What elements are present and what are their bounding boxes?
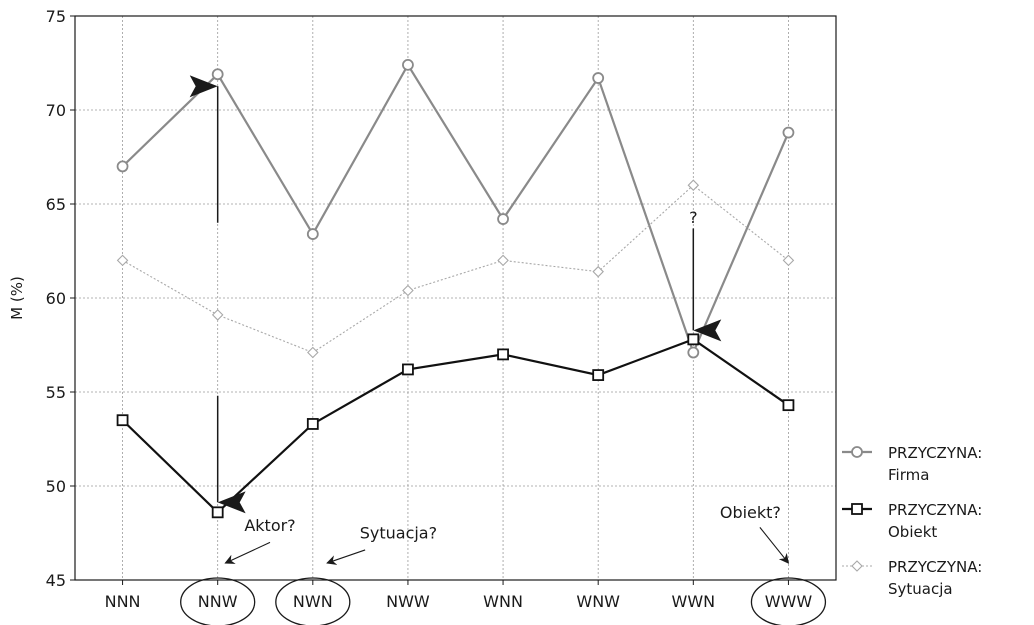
legend-marker xyxy=(851,446,863,458)
category-circle xyxy=(275,577,351,625)
y-tick-label: 60 xyxy=(46,289,66,308)
data-point xyxy=(592,265,604,278)
y-tick-label: 55 xyxy=(46,383,66,402)
annotation-label: Aktor? xyxy=(244,516,295,535)
annotation-arrow xyxy=(224,541,271,564)
legend-label: PRZYCZYNA: xyxy=(888,501,982,519)
legend: PRZYCZYNA:FirmaPRZYCZYNA:ObiektPRZYCZYNA… xyxy=(842,444,982,598)
data-point xyxy=(116,160,129,173)
y-axis-label: M (%) xyxy=(8,276,26,320)
annotation-label: Sytuacja? xyxy=(360,524,437,543)
y-tick-label: 50 xyxy=(46,477,66,496)
data-point xyxy=(306,228,319,240)
legend-label: Firma xyxy=(888,466,929,484)
series-square xyxy=(116,333,795,519)
data-point xyxy=(402,58,414,71)
x-tick-label: NNN xyxy=(105,592,141,611)
y-tick-label: 70 xyxy=(46,101,66,120)
legend-item: PRZYCZYNA: Obiekt xyxy=(842,501,982,541)
x-tick-label: WNW xyxy=(576,592,620,611)
y-tick-label: 65 xyxy=(46,195,66,214)
annotation-arrow xyxy=(326,549,366,565)
x-tick-label: NWW xyxy=(386,592,430,611)
data-point xyxy=(497,254,509,267)
x-tick-label: WNN xyxy=(483,592,523,611)
axes: 45 50 55 60 65 70 75 NNN NNW NWN NWW WNN WNW WWN WWW xyxy=(46,7,813,611)
grid xyxy=(75,16,836,580)
series xyxy=(116,58,795,519)
legend-item: PRZYCZYNA: Sytuacja xyxy=(842,558,982,598)
data-point xyxy=(592,72,605,84)
y-tick-label: 45 xyxy=(46,571,66,590)
data-point xyxy=(211,506,224,519)
x-tick-label: NNW xyxy=(198,592,238,611)
data-point xyxy=(592,369,605,381)
category-circle xyxy=(180,577,256,625)
data-point xyxy=(116,414,129,427)
data-point xyxy=(782,399,795,412)
y-tick-label: 75 xyxy=(46,7,66,26)
data-point xyxy=(687,346,700,359)
annotation-arrow xyxy=(759,527,790,564)
data-point xyxy=(687,333,700,346)
series-diamond xyxy=(116,179,795,359)
series-circle xyxy=(116,58,795,359)
data-point xyxy=(402,363,414,376)
data-point xyxy=(307,346,319,359)
legend-marker xyxy=(851,503,863,515)
annotation-label: Obiekt? xyxy=(720,503,781,522)
data-point xyxy=(116,254,129,267)
data-point xyxy=(306,418,319,430)
x-tick-label: NWN xyxy=(293,592,333,611)
x-tick-label: WWW xyxy=(765,592,813,611)
data-point xyxy=(687,179,700,191)
series-line xyxy=(121,62,790,356)
legend-marker xyxy=(851,560,863,572)
legend-label: PRZYCZYNA: xyxy=(888,558,982,576)
data-point xyxy=(497,348,509,361)
series-line xyxy=(122,184,789,354)
data-point xyxy=(211,309,224,321)
legend-label: Sytuacja xyxy=(888,580,953,598)
annotation-label: ? xyxy=(689,208,698,227)
x-tick-label: WWN xyxy=(672,592,716,611)
legend-item: PRZYCZYNA: Firma xyxy=(842,444,982,484)
data-point xyxy=(782,126,795,139)
legend-label: PRZYCZYNA: xyxy=(888,444,982,462)
data-point xyxy=(782,254,795,267)
annotations: Aktor? Sytuacja? Obiekt?? xyxy=(180,75,827,625)
data-point xyxy=(402,284,414,297)
legend-label: Obiekt xyxy=(888,523,937,541)
category-circle xyxy=(750,577,827,625)
data-point xyxy=(497,213,509,225)
data-point xyxy=(211,68,224,81)
